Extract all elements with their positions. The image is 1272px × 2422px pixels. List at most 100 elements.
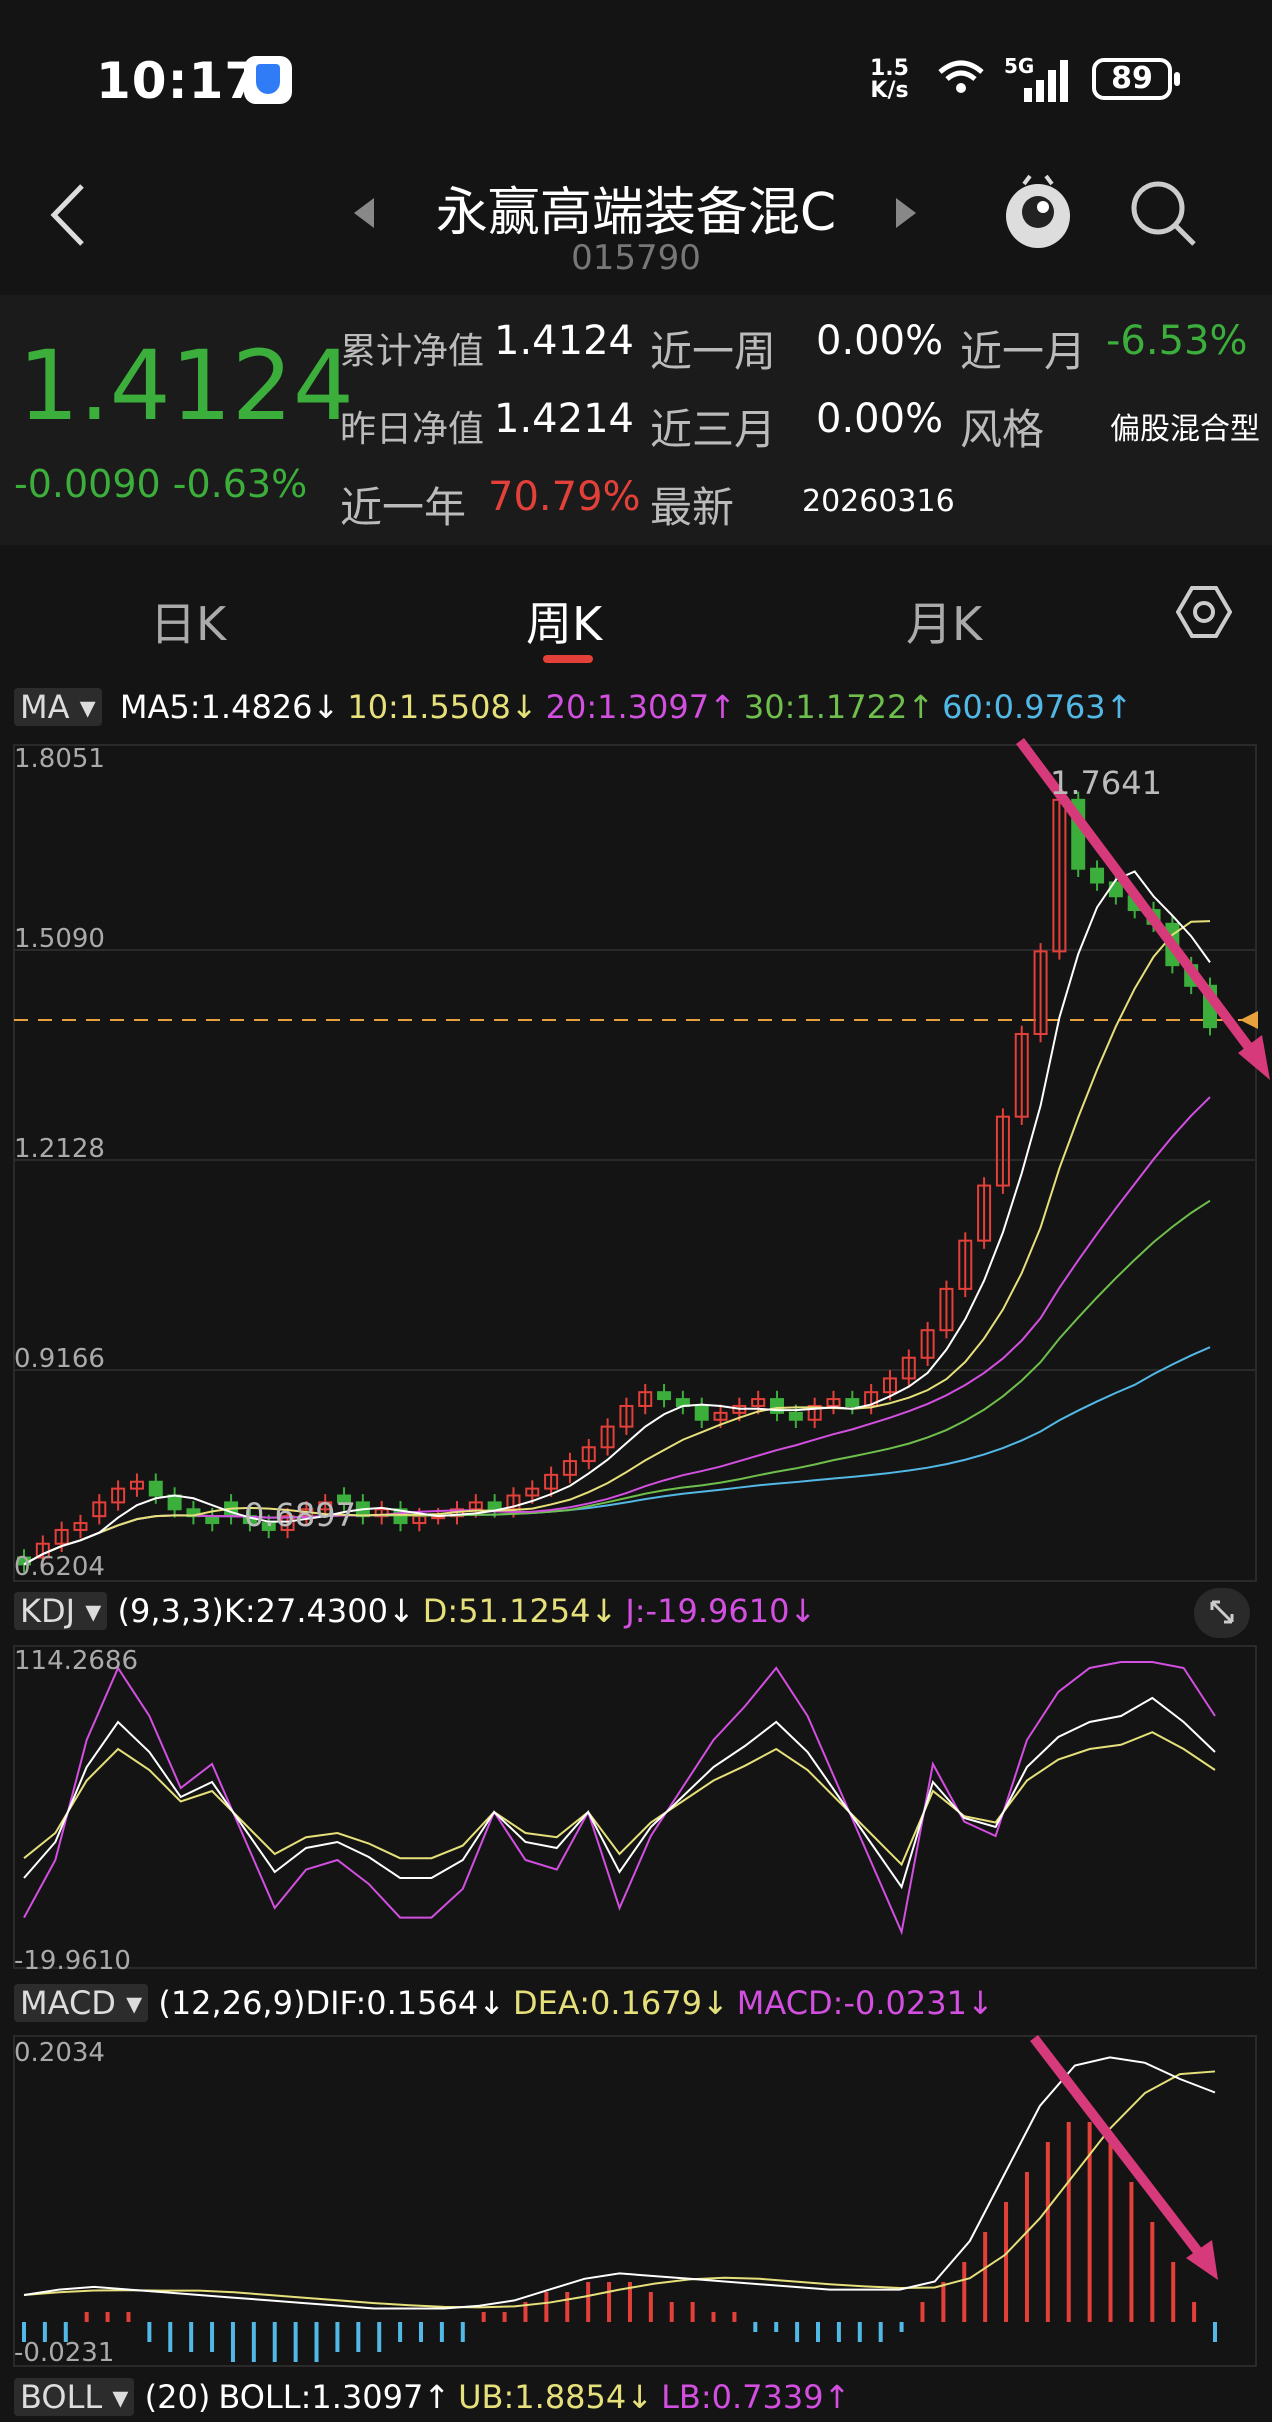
candle-body	[1014, 1033, 1029, 1118]
macd-bar	[1150, 2222, 1155, 2322]
macd-chart[interactable]	[0, 2032, 1272, 2372]
chart-panel	[0, 680, 1272, 2422]
candle-body	[111, 1487, 126, 1504]
macd-bar	[1024, 2172, 1029, 2322]
price-axis-bottom: 0.6204	[14, 1552, 105, 1582]
active-tab-indicator	[543, 655, 593, 663]
macd-bar	[1108, 2142, 1113, 2322]
macd-bar	[1066, 2122, 1071, 2322]
boll-legend: BOLL ▾ (20) BOLL:1.3097↑ UB:1.8854↓ LB:0.73…	[14, 2378, 850, 2416]
macd-bar	[607, 2282, 612, 2322]
macd-bar	[314, 2322, 319, 2362]
macd-bar	[523, 2302, 528, 2322]
macd-bar	[356, 2322, 361, 2352]
macd-bar	[502, 2312, 507, 2322]
candle-body	[468, 1501, 483, 1511]
macd-bar	[1045, 2142, 1050, 2322]
macd-bar	[210, 2322, 215, 2352]
macd-bar	[1129, 2182, 1134, 2322]
price-axis-2: 1.5090	[14, 924, 105, 954]
macd-bar	[460, 2322, 465, 2342]
macd-bar	[398, 2322, 403, 2342]
candle-body	[977, 1184, 992, 1242]
macd-bar	[42, 2322, 47, 2342]
prev-nav-value: 1.4214	[494, 396, 634, 442]
macd-bar	[648, 2292, 653, 2322]
quote-panel	[0, 295, 1272, 545]
macd-bar	[105, 2312, 110, 2322]
macd-bar	[419, 2322, 423, 2342]
candle-body	[544, 1473, 559, 1490]
week-return: 0.00%	[816, 318, 944, 364]
next-fund-icon[interactable]	[894, 196, 918, 234]
kdj-selector[interactable]: KDJ ▾	[14, 1592, 108, 1630]
style-label: 风格	[960, 405, 1045, 454]
expand-icon[interactable]	[1194, 1588, 1250, 1638]
candle-body	[92, 1501, 107, 1518]
candle-body	[337, 1494, 352, 1504]
candle-body	[901, 1356, 916, 1380]
macd-axis-top: 0.2034	[14, 2038, 105, 2068]
tab-monthly[interactable]: 月K	[906, 597, 983, 651]
back-button[interactable]	[44, 180, 94, 250]
macd-bar	[63, 2322, 68, 2342]
prev-fund-icon[interactable]	[352, 196, 376, 234]
tab-daily[interactable]: 日K	[150, 597, 227, 651]
price-axis-4: 0.9166	[14, 1344, 105, 1374]
macd-bar	[189, 2322, 194, 2352]
candle-body	[318, 1501, 333, 1511]
macd-bar	[690, 2302, 695, 2322]
ma-selector[interactable]: MA ▾	[14, 688, 102, 726]
macd-bar	[565, 2292, 570, 2322]
macd-bar	[377, 2322, 382, 2352]
macd-bar	[251, 2322, 256, 2362]
year-return: 70.79%	[488, 474, 641, 520]
settings-icon[interactable]	[1175, 584, 1233, 644]
candle-body	[261, 1522, 276, 1531]
macd-bar	[962, 2262, 967, 2322]
candle-body	[920, 1329, 935, 1359]
candle-body	[939, 1287, 954, 1332]
macd-arrow-line	[1030, 2034, 1210, 2266]
macd-bar	[586, 2282, 591, 2322]
signal-bars-icon	[1024, 60, 1076, 106]
prev-nav-label: 昨日净值	[340, 409, 485, 450]
kdj-chart[interactable]	[0, 1642, 1272, 1972]
macd-bar	[126, 2312, 131, 2322]
macd-bar	[816, 2322, 820, 2342]
macd-bar	[1192, 2302, 1197, 2322]
macd-bar	[732, 2312, 737, 2322]
macd-bar	[439, 2322, 444, 2342]
kline-chart[interactable]	[0, 735, 1272, 1583]
macd-bar	[711, 2312, 716, 2322]
latest-label: 最新	[650, 483, 735, 532]
search-icon[interactable]	[1128, 178, 1198, 248]
boll-selector[interactable]: BOLL ▾	[14, 2378, 135, 2416]
price-axis-3: 1.2128	[14, 1134, 105, 1164]
max-price-label: 1.7641	[1050, 764, 1162, 802]
candle-body	[638, 1391, 653, 1407]
shield-icon	[244, 56, 292, 104]
month-label: 近一月	[960, 327, 1087, 376]
candle-body	[581, 1446, 596, 1463]
mascot-icon[interactable]	[1000, 172, 1076, 252]
macd-bar	[899, 2322, 904, 2332]
ma-legend: MA ▾ MA5:1.4826↓ 10:1.5508↓ 20:1.3097↑ 30:1…	[14, 688, 1132, 726]
macd-legend: MACD ▾ (12,26,9)DIF:0.1564↓ DEA:0.1679↓ MA…	[14, 1984, 994, 2022]
macd-bar	[1171, 2262, 1176, 2322]
macd-bar	[857, 2322, 862, 2342]
year-label: 近一年	[340, 483, 467, 532]
macd-selector[interactable]: MACD ▾	[14, 1984, 149, 2022]
candle-body	[600, 1425, 615, 1449]
macd-bar	[293, 2322, 298, 2362]
candle-body	[995, 1115, 1010, 1187]
macd-bar	[22, 2322, 26, 2342]
fund-title: 永赢高端装备混C	[435, 183, 837, 243]
tab-weekly[interactable]: 周K	[526, 597, 603, 651]
candle-body	[751, 1398, 766, 1407]
macd-bar	[983, 2232, 988, 2322]
macd-bar	[1004, 2202, 1009, 2322]
macd-bar	[774, 2322, 779, 2332]
month-return: -6.53%	[1106, 318, 1248, 364]
candle-body	[205, 1515, 220, 1525]
